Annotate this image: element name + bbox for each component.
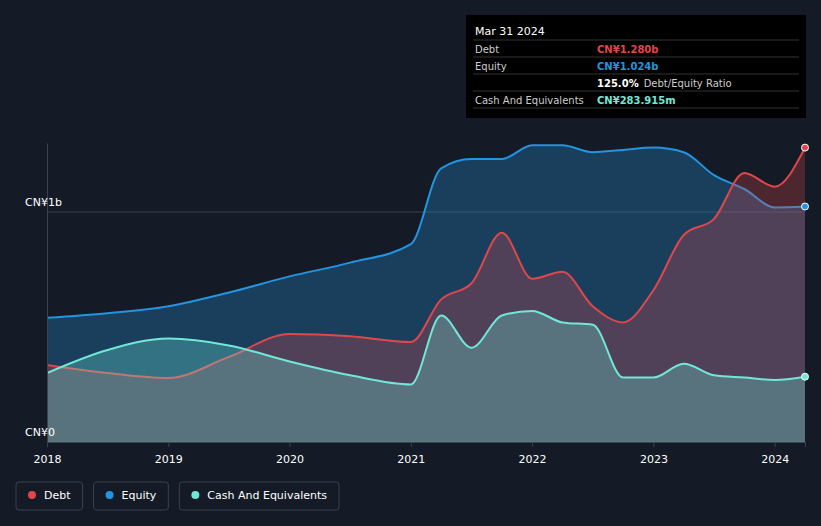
legend-item[interactable]: Cash And Equivalents (179, 482, 339, 510)
tick-label: 2022 (519, 453, 547, 466)
tooltip-value: 125.0% (597, 78, 639, 89)
tick-mark (653, 442, 654, 447)
tick-mark (775, 442, 776, 447)
tick-label: CN¥1b (25, 196, 62, 209)
area (47, 311, 805, 442)
plot: 2018 2019 2020 2021 2022 2023 2024 CN¥0 CN¥1b (25, 144, 809, 466)
line (47, 311, 805, 385)
tick-label: 2019 (155, 453, 183, 466)
chart: 2018 2019 2020 2021 2022 2023 2024 CN¥0 CN¥1b Mar… (0, 0, 821, 526)
tooltip-value: CN¥1.024b (597, 61, 658, 72)
end-point (802, 203, 809, 210)
tick-mark (532, 442, 533, 447)
tick: 2018 (34, 442, 62, 466)
separator (473, 40, 799, 41)
tooltip-value: CN¥1.280b (597, 44, 658, 55)
separator (473, 74, 799, 75)
legend-box (94, 482, 169, 510)
tick-mark (47, 442, 48, 447)
tick: 2021 (397, 442, 425, 466)
legend-label: Equity (122, 489, 157, 502)
legend-swatch (28, 491, 36, 499)
tick-label: 2021 (397, 453, 425, 466)
area (47, 148, 805, 442)
tick: CN¥1b (25, 196, 62, 213)
axis-line (47, 144, 48, 443)
tooltip-label: Equity (475, 61, 507, 72)
legend-box (16, 482, 83, 510)
tooltip-label: Debt (475, 44, 499, 55)
tick: 2019 (155, 442, 183, 466)
tick-mark (290, 442, 291, 447)
separator (473, 91, 799, 92)
marks (47, 145, 805, 442)
legend-swatch (191, 491, 199, 499)
tooltip: Mar 31 2024 Debt CN¥1.280b Equity CN¥1.024b 1… (466, 15, 806, 118)
legend-item[interactable]: Debt (16, 482, 83, 510)
tick-label: 2024 (761, 453, 789, 466)
y-axis: CN¥0 CN¥1b (25, 144, 62, 443)
legend-label: Cash And Equivalents (207, 489, 327, 502)
tick: 2022 (519, 442, 547, 466)
axis-line (48, 443, 806, 448)
tooltip-label: Debt/Equity Ratio (644, 78, 732, 89)
legend-box (179, 482, 339, 510)
tick: 2023 (640, 442, 668, 466)
tooltip-box (466, 15, 806, 118)
background (0, 0, 821, 526)
x-axis: 2018 2019 2020 2021 2022 2023 2024 (34, 442, 806, 466)
tick-mark (168, 442, 169, 447)
tick-label: 2023 (640, 453, 668, 466)
tooltip-date: Mar 31 2024 (475, 25, 545, 38)
separator (473, 57, 799, 58)
legend-item[interactable]: Equity (94, 482, 169, 510)
legend: Debt Equity Cash And Equivalents (16, 482, 339, 510)
tick-label: 2020 (276, 453, 304, 466)
end-point (802, 373, 809, 380)
tick: CN¥0 (25, 426, 55, 443)
tick-label: 2018 (34, 453, 62, 466)
legend-label: Debt (44, 489, 71, 502)
tooltip-label: Cash And Equivalents (475, 95, 584, 106)
tick-mark (411, 442, 412, 447)
tooltip-value: CN¥283.915m (597, 95, 676, 106)
tick: 2020 (276, 442, 304, 466)
tick: 2024 (761, 442, 789, 466)
separator (473, 108, 799, 109)
end-point (802, 144, 809, 151)
area (47, 145, 805, 442)
tick-label: CN¥0 (25, 426, 55, 439)
legend-swatch (106, 491, 114, 499)
